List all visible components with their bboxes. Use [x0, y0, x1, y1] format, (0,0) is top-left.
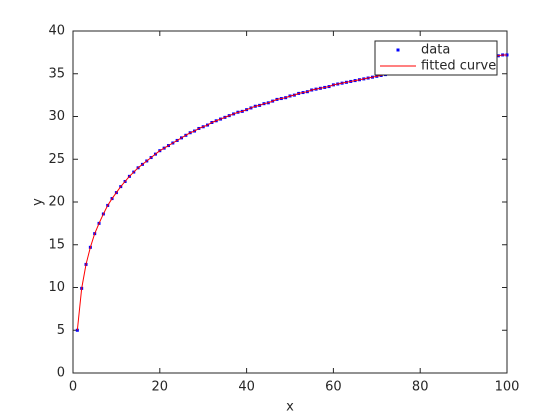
y-tick-label: 25: [48, 152, 65, 167]
y-tick-label: 5: [57, 323, 65, 338]
y-tick-label: 0: [57, 366, 65, 381]
y-axis-label: y: [31, 198, 46, 206]
legend-marker: [396, 48, 400, 52]
x-tick-label: 0: [69, 380, 77, 395]
y-tick-label: 15: [48, 237, 65, 252]
y-tick-label: 10: [48, 280, 65, 295]
legend-box: [374, 40, 498, 76]
legend-label: fitted curve: [421, 59, 496, 74]
legend-label: data: [421, 43, 450, 58]
x-axis-label: x: [286, 400, 294, 415]
x-tick-label: 20: [152, 380, 169, 395]
x-tick-label: 60: [325, 380, 342, 395]
x-tick-label: 40: [238, 380, 255, 395]
x-tick-label: 80: [412, 380, 429, 395]
y-tick-label: 20: [48, 195, 65, 210]
y-tick-label: 30: [48, 109, 65, 124]
y-tick-label: 35: [48, 66, 65, 81]
x-tick-label: 100: [495, 380, 520, 395]
y-tick-label: 40: [48, 24, 65, 39]
